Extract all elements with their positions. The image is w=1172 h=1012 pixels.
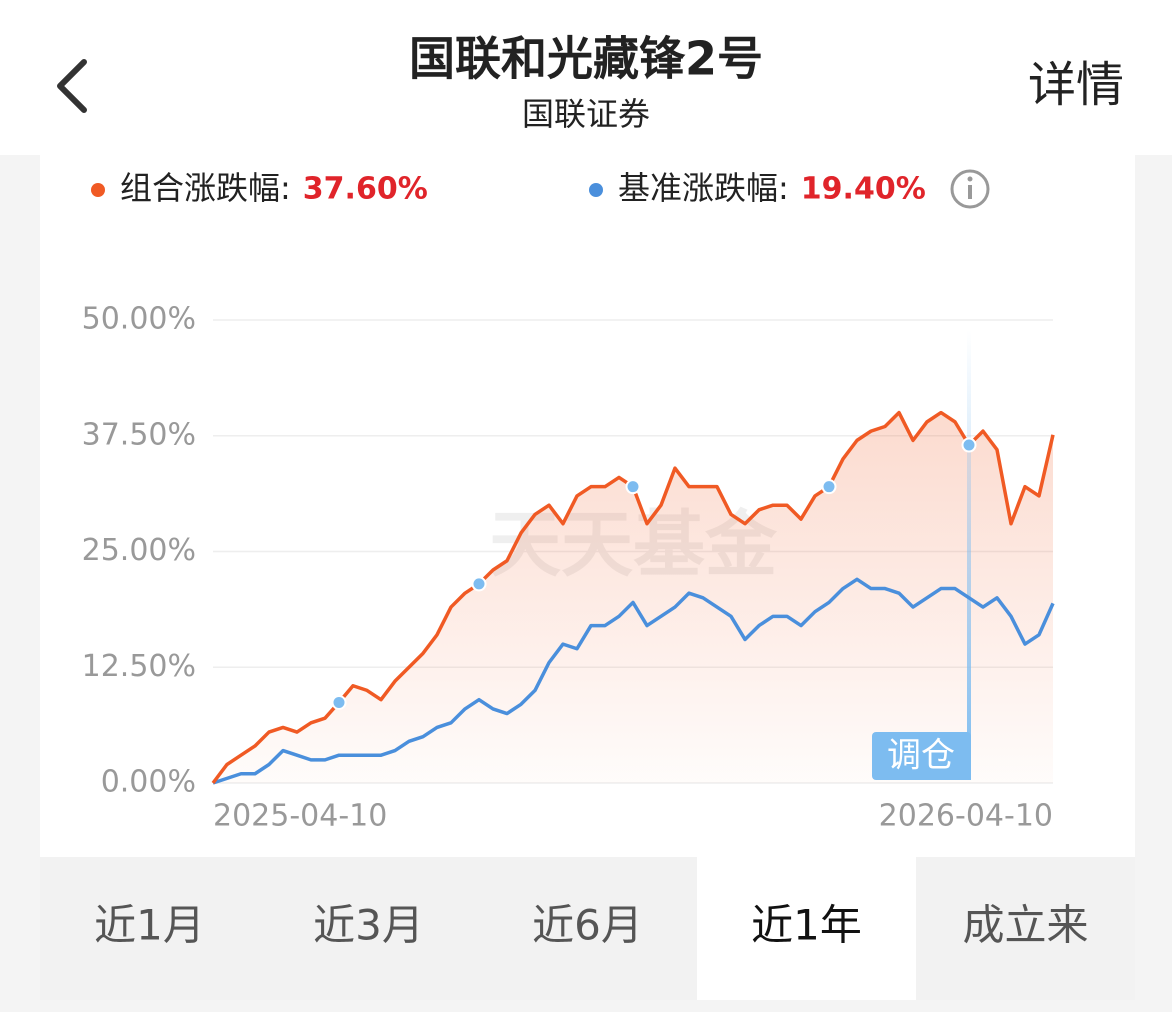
area-fill — [213, 412, 1053, 783]
y-tick-label: 12.50% — [82, 649, 196, 684]
header-bg — [0, 0, 1172, 155]
tab[interactable]: 近3月 — [313, 901, 424, 950]
rebalance-line — [967, 330, 971, 780]
title: 国联和光藏锋2号 — [409, 32, 763, 86]
rebalance-tag — [872, 732, 971, 780]
legend-value: 37.60% — [303, 172, 428, 207]
legend-dot — [589, 183, 603, 197]
subtitle: 国联证券 — [522, 95, 650, 133]
tab-bar: 近1月 近3月 近6月 近1年 成立来 — [40, 857, 1135, 1000]
legend-label: 组合涨跌幅: — [120, 169, 291, 207]
tab[interactable]: 近1年 — [751, 901, 862, 950]
x-tick-label: 2026-04-10 — [879, 799, 1053, 834]
y-tick-label: 25.00% — [82, 533, 196, 568]
legend-label: 基准涨跌幅: — [618, 169, 789, 207]
info-icon[interactable] — [950, 169, 990, 209]
rebalance-marker — [471, 576, 487, 592]
tab-active-bg — [697, 857, 916, 1000]
tab[interactable]: 近1月 — [94, 901, 205, 950]
rebalance-marker — [821, 479, 837, 495]
rebalance-marker — [961, 437, 977, 453]
y-tick-label: 50.00% — [82, 302, 196, 337]
info-icon-dot — [967, 176, 973, 182]
rebalance-marker — [331, 694, 347, 710]
legend-dot — [91, 183, 105, 197]
rebalance-tag-label: 调仓 — [887, 736, 955, 776]
tab-bar-bg — [40, 857, 1135, 1000]
tab[interactable]: 成立来 — [962, 901, 1088, 950]
tab[interactable]: 近6月 — [532, 901, 643, 950]
chart: 组合涨跌幅:37.60%基准涨跌幅:19.40%天天基金0.00%12.50%2… — [82, 169, 1055, 834]
series-line — [212, 577, 1055, 785]
back-button[interactable] — [57, 59, 87, 113]
y-tick-label: 37.50% — [82, 417, 196, 452]
y-tick-label: 0.00% — [101, 765, 196, 800]
rebalance-marker — [625, 479, 641, 495]
x-tick-label: 2025-04-10 — [213, 799, 387, 834]
legend-value: 19.40% — [801, 172, 926, 207]
detail-button[interactable]: 详情 — [1028, 57, 1124, 113]
